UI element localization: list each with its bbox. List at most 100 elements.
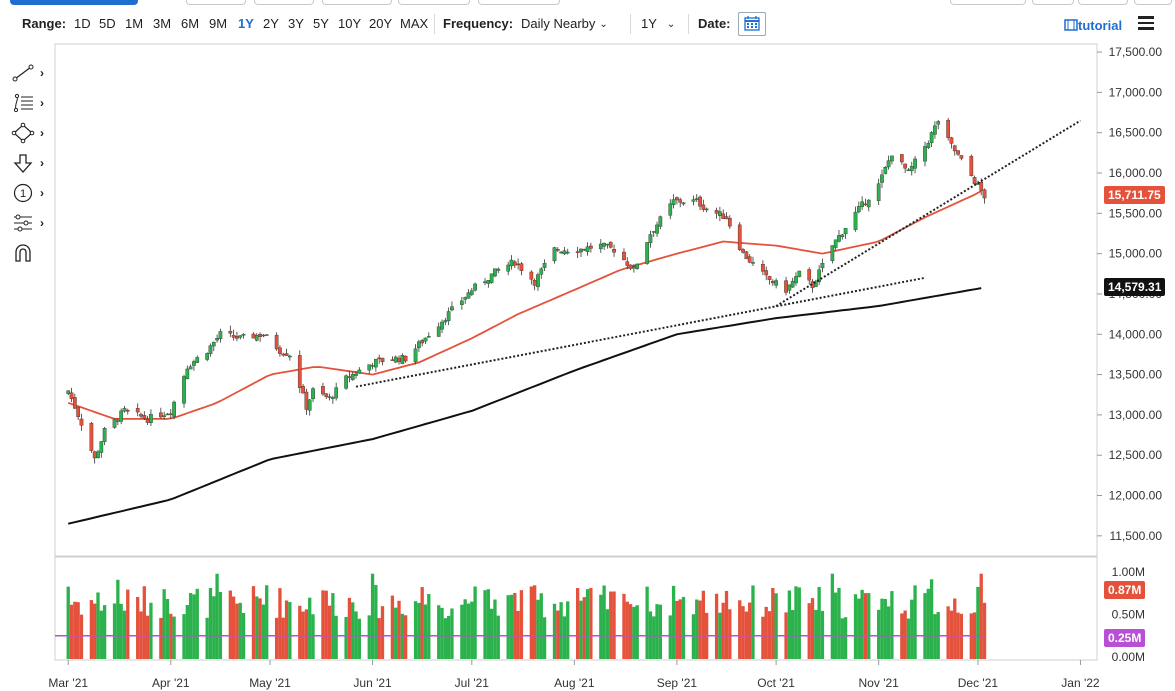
candle-body (182, 376, 186, 404)
magnet-tool-button[interactable] (10, 242, 50, 266)
top-tab-4[interactable] (398, 0, 470, 5)
candle-body (982, 189, 987, 199)
candle-body (936, 121, 941, 125)
volume-bar (655, 604, 659, 659)
top-tab-2[interactable] (254, 0, 314, 5)
volume-bar (149, 602, 153, 659)
candle-body (582, 248, 587, 251)
volume-bar (721, 602, 725, 659)
top-tab-9[interactable] (1134, 0, 1172, 5)
range-3m[interactable]: 3M (153, 16, 172, 31)
candle-body (92, 451, 97, 459)
candle-body (185, 368, 190, 380)
line-tool-button[interactable]: › (10, 62, 50, 86)
volume-bar (347, 597, 352, 659)
range-20y[interactable]: 20Y (369, 16, 393, 31)
period-select[interactable]: 1Y ⌄ (641, 16, 675, 31)
volume-bar (327, 605, 332, 659)
volume-bar (566, 601, 570, 659)
volume-bar (427, 593, 431, 659)
trendlines[interactable] (355, 119, 1081, 388)
film-icon (1064, 19, 1078, 31)
volume-bar (863, 593, 868, 659)
annotation-tool-icon: 1 (13, 183, 33, 203)
range-5d[interactable]: 5D (99, 16, 116, 31)
range-9m[interactable]: 9M (209, 16, 228, 31)
price-tick-label: 15,500.00 (1109, 206, 1163, 220)
volume-average-label: 0.25M (1104, 629, 1146, 647)
fibonacci-tool-button[interactable]: › (10, 92, 50, 116)
volume-bar (794, 586, 798, 659)
candle-body (367, 364, 372, 371)
volume-bar (486, 589, 490, 659)
candle-body (509, 259, 514, 267)
volume-bar (579, 600, 583, 659)
candle-body (632, 266, 636, 269)
price-axis: 17,500.00 17,000.00 16,500.00 16,000.00 15,5… (1097, 45, 1162, 543)
volume-bar (883, 598, 887, 659)
range-2y[interactable]: 2Y (263, 16, 279, 31)
candle-body (794, 276, 798, 284)
date-tick-label: Jul '21 (455, 676, 490, 690)
candle-body (258, 333, 262, 337)
date-picker-button[interactable] (738, 12, 766, 36)
candle-body (972, 177, 977, 185)
hamburger-menu-icon[interactable] (1138, 16, 1154, 30)
annotation-tool-button[interactable]: 1 › (10, 182, 50, 206)
volume-bar (136, 596, 140, 659)
candle-body (284, 353, 289, 356)
candle-body (718, 211, 722, 216)
trendline (775, 119, 1081, 307)
range-1m[interactable]: 1M (125, 16, 144, 31)
volume-bar (867, 593, 871, 659)
volume-bar (89, 600, 94, 659)
price-tick-label: 16,000.00 (1109, 166, 1163, 180)
volume-tick-label: 0.00M (1112, 650, 1145, 664)
volume-bar (539, 593, 543, 659)
range-6m[interactable]: 6M (181, 16, 200, 31)
candle-body (417, 341, 421, 349)
volume-bar (701, 590, 706, 659)
volume-bar (192, 594, 196, 659)
candle-body (145, 419, 150, 423)
arrow-tool-button[interactable]: › (10, 152, 50, 176)
candle-body (281, 353, 286, 356)
shape-tool-button[interactable]: › (10, 122, 50, 146)
indicator-settings-button[interactable]: › (10, 212, 50, 236)
top-tab-7[interactable] (1032, 0, 1074, 5)
frequency-select[interactable]: Daily Nearby ⌄ (521, 16, 608, 31)
candle-body (774, 280, 778, 286)
range-max[interactable]: MAX (400, 16, 429, 31)
candle-body (288, 355, 292, 358)
volume-bar (255, 596, 259, 659)
volume-bar (473, 586, 477, 659)
volume-bar (73, 601, 77, 659)
range-1y[interactable]: 1Y (238, 16, 254, 31)
top-tab-3[interactable] (322, 0, 392, 5)
top-tab-8[interactable] (1078, 0, 1128, 5)
volume-bar (96, 592, 100, 659)
top-tab-5[interactable] (478, 0, 560, 5)
range-1d[interactable]: 1D (74, 16, 91, 31)
candle-body (390, 359, 395, 361)
candle-body (420, 340, 425, 344)
tutorial-link[interactable]: tutorial (1064, 18, 1122, 33)
top-tab-active[interactable] (10, 0, 138, 5)
candle-body (949, 137, 954, 144)
volume-bar (668, 615, 672, 659)
volume-bar (261, 604, 266, 659)
top-tab-6[interactable] (950, 0, 1026, 5)
volume-bar (877, 609, 881, 659)
volume-bars (66, 573, 987, 659)
range-10y[interactable]: 10Y (338, 16, 362, 31)
range-5y[interactable]: 5Y (313, 16, 329, 31)
volume-bar (450, 608, 454, 659)
top-tab-1[interactable] (186, 0, 246, 5)
candle-body (890, 155, 894, 162)
candle-body (744, 251, 749, 260)
range-3y[interactable]: 3Y (288, 16, 304, 31)
candle-body (876, 183, 881, 201)
chevron-right-icon: › (40, 126, 44, 140)
volume-bar (853, 594, 858, 659)
